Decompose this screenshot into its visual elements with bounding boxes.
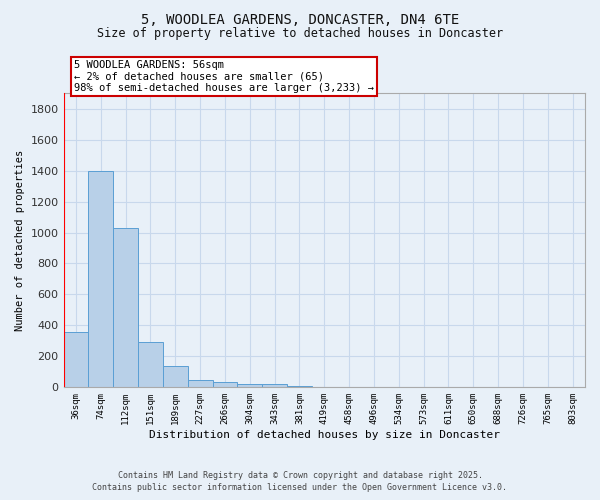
Bar [238,384,262,388]
Bar [163,366,188,388]
Text: 5 WOODLEA GARDENS: 56sqm
← 2% of detached houses are smaller (65)
98% of semi-de: 5 WOODLEA GARDENS: 56sqm ← 2% of detache… [74,60,374,93]
Bar [88,170,113,388]
Bar [188,380,212,388]
Text: Size of property relative to detached houses in Doncaster: Size of property relative to detached ho… [97,28,503,40]
Bar [262,384,287,388]
Text: Contains HM Land Registry data © Crown copyright and database right 2025.
Contai: Contains HM Land Registry data © Crown c… [92,471,508,492]
Bar [312,386,337,388]
Text: 5, WOODLEA GARDENS, DONCASTER, DN4 6TE: 5, WOODLEA GARDENS, DONCASTER, DN4 6TE [141,12,459,26]
Bar [287,386,312,388]
Bar [113,228,138,388]
X-axis label: Distribution of detached houses by size in Doncaster: Distribution of detached houses by size … [149,430,500,440]
Bar [212,382,238,388]
Bar [138,342,163,388]
Bar [64,332,88,388]
Y-axis label: Number of detached properties: Number of detached properties [15,150,25,331]
